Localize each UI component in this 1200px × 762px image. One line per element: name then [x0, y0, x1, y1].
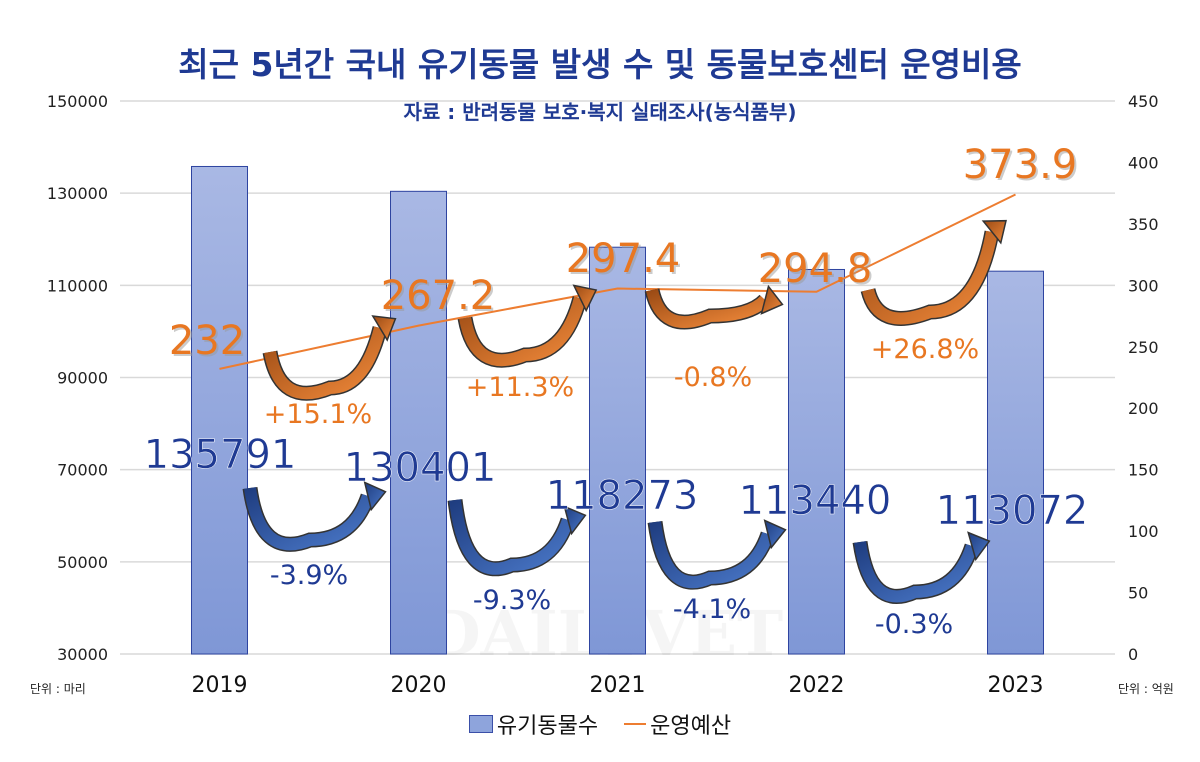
bar-change-label: -9.3%: [473, 585, 551, 616]
line-data-label-shadow: 297.4: [568, 238, 683, 284]
change-arrow-icon: [244, 487, 374, 551]
line-data-label: 267.2: [381, 273, 496, 319]
line-data-label: 373.9: [963, 142, 1078, 188]
line-data-label-shadow: 267.2: [383, 275, 498, 321]
bar-change-label: -3.9%: [270, 560, 348, 591]
legend-label: 유기동물수: [496, 714, 599, 739]
x-tick-label: 2021: [590, 673, 646, 698]
y-right-tick-label: 150: [1128, 461, 1159, 480]
line-data-label: 294.8: [758, 246, 873, 292]
bar-data-label: 113072: [936, 488, 1089, 534]
change-arrow-icon-head: [967, 531, 991, 562]
bar-data-label: 118273: [546, 473, 699, 519]
y-right-tick-label: 300: [1128, 276, 1159, 295]
y-left-tick-label: 150000: [47, 92, 108, 111]
unit-right: 단위 : 억원: [1118, 682, 1174, 696]
change-arrow-icon: [264, 326, 386, 400]
y-left-tick-label: 30000: [57, 645, 108, 664]
bar-data-label: 113440: [739, 478, 892, 524]
x-tick-label: 2022: [789, 673, 845, 698]
change-arrow-icon-head: [760, 284, 784, 315]
line-data-label: 297.4: [566, 236, 681, 282]
chart-subtitle: 자료 : 반려동물 보호·복지 실태조사(농식품부): [403, 100, 797, 124]
line-data-label: 232: [169, 318, 245, 364]
y-right-tick-label: 200: [1128, 399, 1159, 418]
bar-2023: [987, 270, 1044, 655]
change-arrow-icon-head: [371, 315, 397, 342]
legend-swatch-bar: [468, 715, 493, 733]
line-change-label: -0.8%: [674, 362, 752, 393]
bar-change-label: -4.1%: [673, 594, 751, 625]
legend-item-bar: 유기동물수: [468, 708, 599, 740]
line-change-label: +26.8%: [871, 334, 979, 365]
change-arrow-icon-head: [363, 481, 387, 512]
change-arrow-icon-head: [572, 284, 598, 313]
change-arrow-icon: [862, 230, 998, 325]
bar-data-label: 135791: [144, 432, 297, 478]
legend-swatch-line: [624, 723, 647, 725]
legend: 유기동물수 운영예산: [0, 708, 1200, 740]
legend-item-line: 운영예산: [624, 708, 731, 740]
bar-2019: [191, 165, 248, 655]
chart-title: 최근 5년간 국내 유기동물 발생 수 및 동물보호센터 운영비용: [178, 45, 1022, 84]
change-arrow-icon: [459, 296, 586, 367]
x-tick-label: 2023: [988, 673, 1044, 698]
legend-label: 운영예산: [650, 714, 732, 739]
x-tick-label: 2019: [192, 673, 248, 698]
bar-change-label: -0.3%: [875, 609, 953, 640]
y-right-tick-label: 50: [1128, 584, 1148, 603]
bar-2022: [788, 268, 845, 655]
change-arrow-icon: [649, 521, 774, 589]
y-left-tick-label: 50000: [57, 553, 108, 572]
change-arrow-icon: [854, 541, 978, 603]
change-arrow-icon-head: [981, 219, 1007, 245]
y-right-tick-label: 450: [1128, 92, 1159, 111]
y-right-tick-label: 350: [1128, 215, 1159, 234]
line-change-label: +11.3%: [466, 372, 574, 403]
line-data-label-shadow: 232: [171, 320, 247, 366]
line-data-label-shadow: 373.9: [965, 144, 1080, 190]
bar-data-label: 130401: [344, 445, 497, 491]
y-right-tick-label: 0: [1128, 645, 1138, 664]
y-right-tick-label: 250: [1128, 338, 1159, 357]
change-arrow-icon-head: [563, 505, 587, 536]
y-left-tick-label: 130000: [47, 184, 108, 203]
y-left-tick-label: 110000: [47, 276, 108, 295]
y-left-tick-label: 70000: [57, 461, 108, 480]
unit-left: 단위 : 마리: [30, 682, 86, 696]
y-left-tick-label: 90000: [57, 369, 108, 388]
y-right-tick-label: 100: [1128, 522, 1159, 541]
change-arrow-icon: [449, 499, 574, 575]
line-change-label: +15.1%: [264, 399, 372, 430]
x-tick-label: 2020: [391, 673, 447, 698]
y-right-tick-label: 400: [1128, 153, 1159, 172]
change-arrow-icon: [646, 288, 770, 329]
bar-2020: [390, 190, 447, 655]
change-arrow-icon-head: [763, 519, 787, 550]
bar-2021: [589, 246, 646, 655]
line-data-label-shadow: 294.8: [760, 248, 875, 294]
